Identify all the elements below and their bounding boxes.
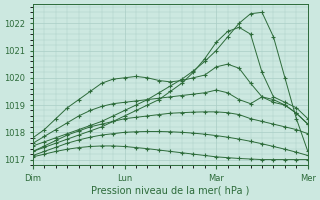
X-axis label: Pression niveau de la mer( hPa ): Pression niveau de la mer( hPa ) — [91, 186, 250, 196]
